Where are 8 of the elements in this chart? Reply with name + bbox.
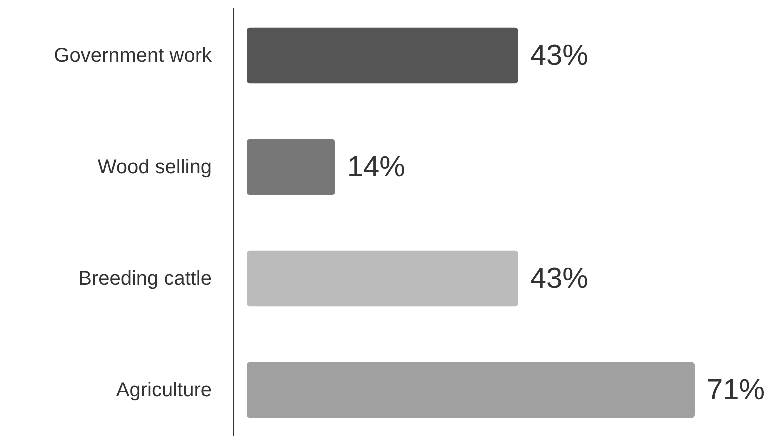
data-label: 14% <box>347 151 406 184</box>
data-label: 71% <box>707 374 766 406</box>
data-label: 43% <box>530 262 588 295</box>
y-tick-label: Government work <box>54 44 213 67</box>
y-tick-label: Agriculture <box>116 379 212 402</box>
data-label: 43% <box>530 40 588 72</box>
y-tick-label: Wood selling <box>98 156 212 178</box>
y-tick-label: Breeding cattle <box>78 268 212 290</box>
